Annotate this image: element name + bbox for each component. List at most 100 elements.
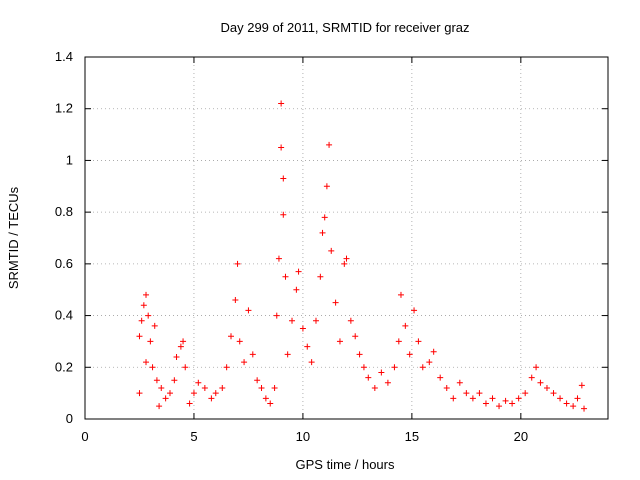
data-point <box>145 312 152 319</box>
y-tick-label: 0.6 <box>55 256 73 271</box>
data-point <box>245 307 252 314</box>
data-point <box>140 302 147 309</box>
data-point <box>280 211 287 218</box>
data-point <box>289 317 296 324</box>
data-point <box>284 351 291 358</box>
data-point <box>482 400 489 407</box>
x-tick-label: 10 <box>296 429 310 444</box>
data-point <box>151 322 158 329</box>
data-point <box>177 343 184 350</box>
data-point <box>149 364 156 371</box>
data-point <box>415 338 422 345</box>
data-point <box>411 307 418 314</box>
y-tick-label: 1 <box>66 152 73 167</box>
data-point <box>402 322 409 329</box>
data-point <box>136 333 143 340</box>
data-point <box>208 395 215 402</box>
data-point <box>271 384 278 391</box>
chart-title: Day 299 of 2011, SRMTID for receiver gra… <box>220 20 469 35</box>
data-point <box>515 395 522 402</box>
data-point <box>563 400 570 407</box>
data-point <box>153 377 160 384</box>
data-point <box>326 141 333 148</box>
data-point <box>578 382 585 389</box>
y-tick-label: 0.2 <box>55 359 73 374</box>
data-point <box>143 359 150 366</box>
data-point <box>219 384 226 391</box>
x-tick-label: 5 <box>190 429 197 444</box>
data-point <box>489 395 496 402</box>
data-point <box>543 384 550 391</box>
data-point <box>406 351 413 358</box>
data-point <box>419 364 426 371</box>
y-tick-label: 0 <box>66 411 73 426</box>
y-tick-label: 1.2 <box>55 101 73 116</box>
data-point <box>317 273 324 280</box>
data-point <box>395 338 402 345</box>
data-point <box>295 268 302 275</box>
data-point <box>430 348 437 355</box>
data-point <box>321 214 328 221</box>
data-point <box>528 374 535 381</box>
data-point <box>158 384 165 391</box>
data-point <box>336 338 343 345</box>
y-tick-label: 0.8 <box>55 204 73 219</box>
data-point <box>496 403 503 410</box>
data-point <box>201 384 208 391</box>
data-point <box>143 291 150 298</box>
data-point <box>463 390 470 397</box>
data-point <box>308 359 315 366</box>
data-point <box>332 299 339 306</box>
data-point <box>262 395 269 402</box>
data-point <box>476 390 483 397</box>
data-point <box>365 374 372 381</box>
data-point <box>254 377 261 384</box>
y-tick-label: 0.4 <box>55 308 73 323</box>
data-point <box>509 400 516 407</box>
data-point <box>156 403 163 410</box>
data-point <box>249 351 256 358</box>
x-tick-label: 0 <box>81 429 88 444</box>
grid <box>84 56 608 420</box>
data-point <box>304 343 311 350</box>
y-axis-label: SRMTID / TECUs <box>6 186 21 289</box>
data-point <box>522 390 529 397</box>
data-point <box>570 403 577 410</box>
data-point <box>450 395 457 402</box>
data-point <box>258 384 265 391</box>
data-point <box>166 390 173 397</box>
data-point <box>228 333 235 340</box>
data-point <box>195 379 202 386</box>
data-point <box>312 317 319 324</box>
plot-frame <box>84 56 609 420</box>
data-point <box>212 390 219 397</box>
x-axis-label: GPS time / hours <box>296 457 395 472</box>
data-point <box>502 397 509 404</box>
data-point <box>282 273 289 280</box>
data-point <box>299 325 306 332</box>
data-point <box>138 317 145 324</box>
data-point <box>162 395 169 402</box>
data-point <box>426 359 433 366</box>
data-point <box>456 379 463 386</box>
y-tick-label: 1.4 <box>55 49 73 64</box>
data-point <box>533 364 540 371</box>
data-point <box>328 247 335 254</box>
data-point <box>136 390 143 397</box>
data-points <box>136 100 588 412</box>
data-point <box>319 229 326 236</box>
data-point <box>182 364 189 371</box>
data-point <box>278 144 285 151</box>
data-point <box>537 379 544 386</box>
data-point <box>341 260 348 267</box>
data-point <box>443 384 450 391</box>
data-point <box>397 291 404 298</box>
x-tick-label: 20 <box>514 429 528 444</box>
data-point <box>352 333 359 340</box>
data-point <box>173 353 180 360</box>
data-point <box>371 384 378 391</box>
data-point <box>267 400 274 407</box>
data-point <box>278 100 285 107</box>
data-point <box>360 364 367 371</box>
